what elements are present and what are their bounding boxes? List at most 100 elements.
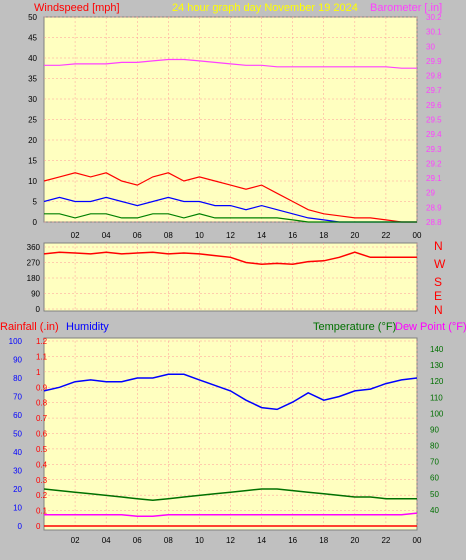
temp-x-tick-9: 20 — [350, 536, 359, 545]
rainfall-axis-label: Rainfall (.in) — [0, 321, 59, 333]
baro-y-tick-4: 29.2 — [426, 159, 442, 168]
rain-y-tick-3: 0.3 — [36, 476, 48, 485]
wind-series-line-3 — [44, 58, 417, 69]
baro-y-tick-8: 29.6 — [426, 101, 442, 110]
wind-series-line-2 — [44, 213, 417, 223]
temp-y-tick-5: 90 — [430, 425, 439, 434]
temp-x-tick-5: 12 — [226, 536, 235, 545]
temperature-axis-label: Temperature (°F) — [313, 321, 396, 333]
wind-x-tick-9: 20 — [350, 231, 359, 240]
wind-x-tick-7: 16 — [288, 231, 297, 240]
wind-series-line-0 — [43, 172, 417, 223]
temp-y-tick-0: 40 — [430, 506, 439, 515]
dir-y-tick-2: 180 — [27, 274, 41, 283]
baro-y-tick-12: 30 — [426, 42, 435, 51]
wind-x-tick-5: 12 — [226, 231, 235, 240]
baro-y-tick-0: 28.8 — [426, 218, 442, 227]
rain-y-tick-12: 1.2 — [36, 337, 48, 346]
rain-y-tick-5: 0.5 — [36, 445, 48, 454]
wind-x-tick-8: 18 — [319, 231, 328, 240]
hum-y-tick-3: 30 — [13, 467, 22, 476]
graph-title: 24 hour graph day November 19 2024 — [172, 2, 358, 14]
wind-y-tick-4: 20 — [28, 136, 37, 145]
temp-y-tick-9: 130 — [430, 361, 444, 370]
temp-x-tick-3: 08 — [164, 536, 173, 545]
baro-y-tick-5: 29.3 — [426, 145, 442, 154]
direction-label-e: E — [434, 289, 442, 303]
baro-y-tick-11: 29.9 — [426, 57, 442, 66]
direction-label-n-top: N — [434, 239, 443, 253]
hum-y-tick-8: 80 — [13, 374, 22, 383]
rain-y-tick-9: 0.9 — [36, 383, 48, 392]
baro-y-tick-6: 29.4 — [426, 130, 442, 139]
series-lines — [43, 58, 418, 527]
grid-lines — [44, 16, 418, 527]
wind-x-tick-2: 06 — [133, 231, 142, 240]
wind-y-tick-9: 45 — [28, 34, 37, 43]
temp-x-tick-7: 16 — [288, 536, 297, 545]
temp-y-tick-6: 100 — [430, 409, 444, 418]
hum-y-tick-5: 50 — [13, 430, 22, 439]
dewpoint-axis-label: Dew Point (°F) — [395, 321, 466, 333]
hum-y-tick-1: 10 — [13, 504, 22, 513]
temp-y-tick-3: 70 — [430, 458, 439, 467]
temp-series-line-1 — [43, 488, 417, 502]
rain-y-tick-10: 1 — [36, 368, 41, 377]
dir-series-line-0 — [43, 251, 417, 265]
wind-x-tick-10: 22 — [381, 231, 390, 240]
hum-y-tick-2: 20 — [13, 485, 22, 494]
rain-y-tick-8: 0.8 — [36, 399, 48, 408]
temp-x-tick-6: 14 — [257, 536, 266, 545]
rain-y-tick-1: 0.1 — [36, 507, 48, 516]
hum-y-tick-6: 60 — [13, 411, 22, 420]
baro-y-tick-14: 30.2 — [426, 13, 442, 22]
rain-y-tick-4: 0.4 — [36, 460, 48, 469]
baro-y-tick-1: 28.9 — [426, 203, 442, 212]
dir-y-tick-3: 270 — [27, 259, 41, 268]
baro-y-tick-2: 29 — [426, 189, 435, 198]
dir-y-tick-1: 90 — [31, 290, 40, 299]
temp-x-tick-10: 22 — [381, 536, 390, 545]
wind-y-tick-5: 25 — [28, 116, 37, 125]
baro-y-tick-9: 29.7 — [426, 86, 442, 95]
wind-y-tick-6: 30 — [28, 95, 37, 104]
wind-y-tick-7: 35 — [28, 75, 37, 84]
temp-x-tick-11: 00 — [413, 536, 422, 545]
hum-y-tick-9: 90 — [13, 356, 22, 365]
hum-y-tick-4: 40 — [13, 448, 22, 457]
temp-series-line-2 — [44, 512, 418, 518]
axis-labels: 0510152025303540455028.828.92929.129.229… — [9, 13, 444, 545]
wind-y-tick-0: 0 — [33, 218, 38, 227]
wind-x-tick-3: 08 — [164, 231, 173, 240]
baro-y-tick-10: 29.8 — [426, 72, 442, 81]
hum-y-tick-0: 0 — [18, 522, 23, 531]
temp-y-tick-8: 120 — [430, 377, 444, 386]
temp-x-tick-0: 02 — [71, 536, 80, 545]
rain-y-tick-7: 0.7 — [36, 414, 48, 423]
dir-y-tick-4: 360 — [27, 243, 41, 252]
temp-y-tick-1: 50 — [430, 490, 439, 499]
wind-x-tick-6: 14 — [257, 231, 266, 240]
dir-y-tick-0: 0 — [36, 305, 41, 314]
wind-x-tick-0: 02 — [71, 231, 80, 240]
temp-y-tick-2: 60 — [430, 474, 439, 483]
temp-y-tick-4: 80 — [430, 442, 439, 451]
temp-x-tick-4: 10 — [195, 536, 204, 545]
rain-y-tick-0: 0 — [36, 522, 41, 531]
baro-y-tick-7: 29.5 — [426, 116, 442, 125]
windspeed-axis-label: Windspeed [mph] — [34, 2, 120, 14]
wind-y-tick-1: 5 — [33, 198, 38, 207]
temp-series-line-0 — [43, 373, 418, 411]
wind-y-tick-3: 15 — [28, 157, 37, 166]
baro-y-tick-13: 30.1 — [426, 28, 442, 37]
rain-y-tick-11: 1.1 — [36, 352, 48, 361]
wind-x-tick-4: 10 — [195, 231, 204, 240]
direction-label-n-bottom: N — [434, 303, 443, 317]
temp-x-tick-2: 06 — [133, 536, 142, 545]
direction-label-w: W — [434, 257, 446, 271]
baro-y-tick-3: 29.1 — [426, 174, 442, 183]
wind-x-tick-11: 00 — [413, 231, 422, 240]
temp-x-tick-8: 18 — [319, 536, 328, 545]
